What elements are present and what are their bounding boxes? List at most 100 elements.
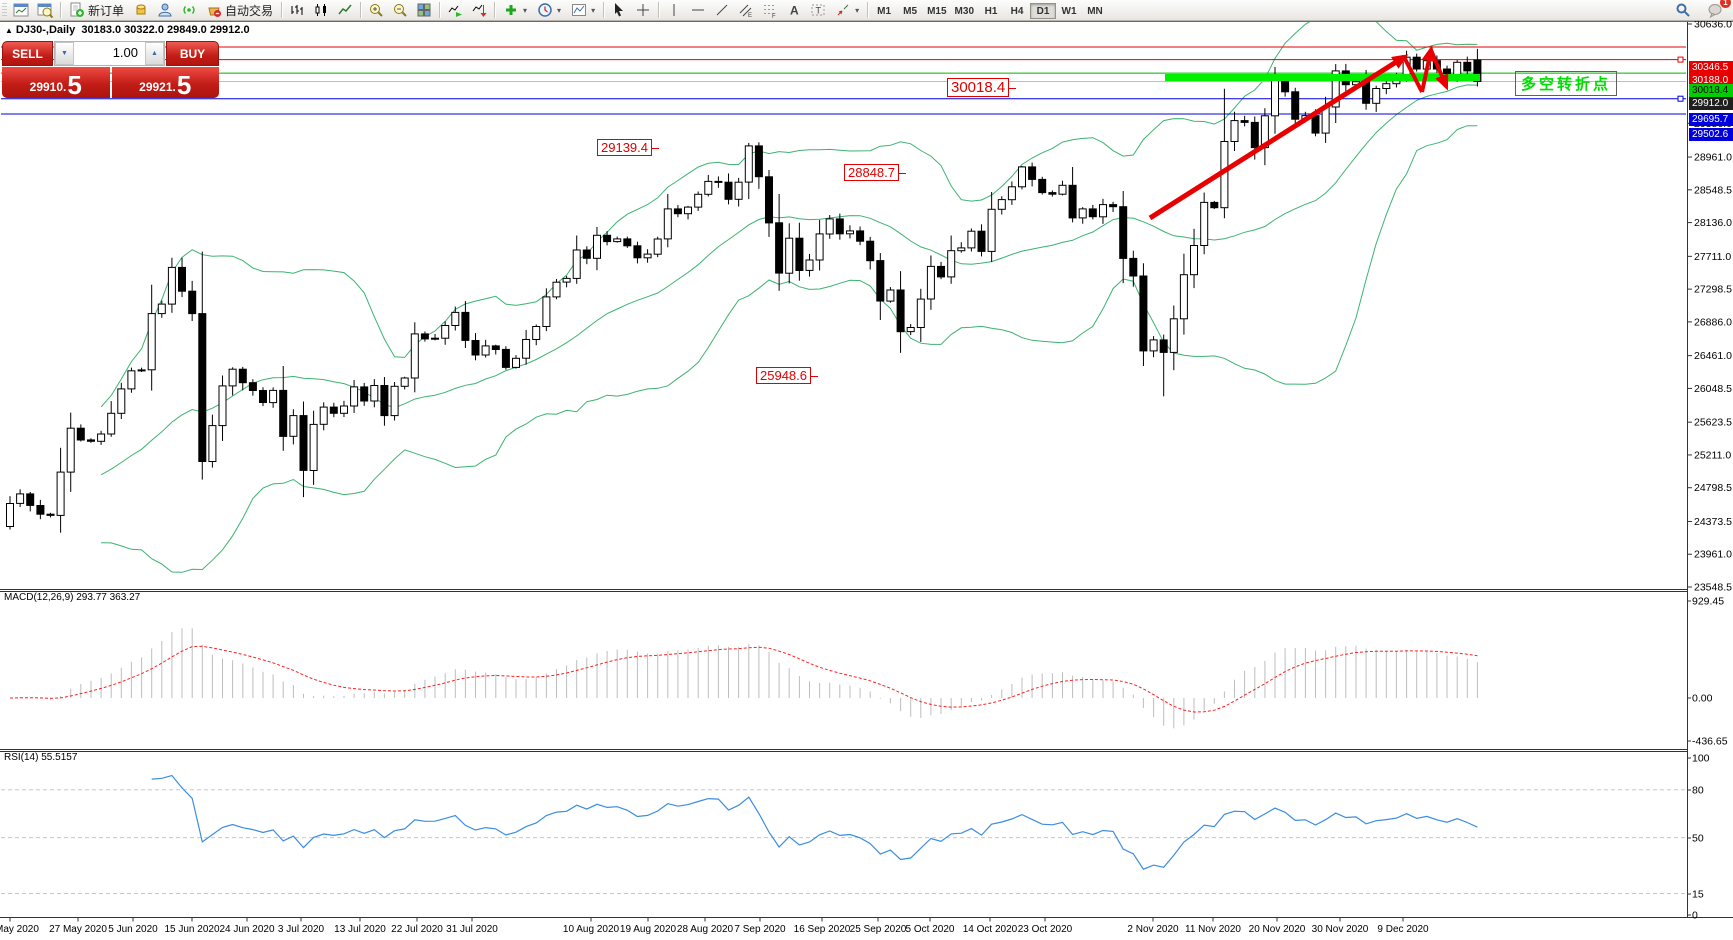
svg-text:10 Aug 2020: 10 Aug 2020: [563, 924, 620, 935]
volume-decrease-button[interactable]: ▼: [55, 42, 74, 65]
svg-text:11 Nov 2020: 11 Nov 2020: [1185, 924, 1241, 935]
arrows-tool[interactable]: ▾: [831, 1, 863, 19]
svg-text:30636.0: 30636.0: [1694, 20, 1732, 31]
price-level-badge: 29502.6: [1689, 127, 1733, 141]
timeframe-m15[interactable]: M15: [923, 3, 950, 19]
toolbar-separator: [60, 2, 61, 18]
svg-text:19 Aug 2020: 19 Aug 2020: [620, 924, 677, 935]
timeframe-d1[interactable]: D1: [1030, 3, 1056, 20]
bar-chart-mode-button[interactable]: [286, 1, 308, 19]
line-chart-mode-button[interactable]: [334, 1, 356, 19]
new-chart-window-button[interactable]: [10, 1, 32, 19]
chart-profile-button[interactable]: [34, 1, 56, 19]
price-annotation[interactable]: 29139.4: [597, 139, 659, 156]
trendline-tool[interactable]: [711, 1, 733, 19]
rsi-line: [151, 774, 1478, 870]
svg-text:26048.5: 26048.5: [1694, 383, 1732, 395]
fibonacci-tool[interactable]: F: [759, 1, 781, 19]
channel-tool[interactable]: E: [735, 1, 757, 19]
svg-text:0: 0: [1692, 910, 1698, 922]
community-icon[interactable]: [154, 1, 176, 19]
toolbar-grip[interactable]: [2, 3, 7, 17]
timeframe-m30[interactable]: M30: [951, 3, 978, 19]
zoom-out-button[interactable]: [389, 1, 411, 19]
timeframe-m1[interactable]: M1: [871, 3, 897, 19]
chart-canvas[interactable]: 30636.029386.028961.028548.528136.027711…: [0, 20, 1733, 940]
svg-text:13 Jul 2020: 13 Jul 2020: [334, 924, 386, 935]
rsi-label: RSI(14) 55.5157: [4, 752, 78, 763]
collapse-triangle-icon[interactable]: ▲: [5, 26, 13, 35]
svg-text:15 Jun 2020: 15 Jun 2020: [164, 924, 219, 935]
search-icon[interactable]: [1672, 1, 1694, 19]
svg-text:5 Jun 2020: 5 Jun 2020: [108, 924, 158, 935]
market-watch-icon[interactable]: [130, 1, 152, 19]
svg-text:18 May 2020: 18 May 2020: [0, 924, 39, 935]
price-annotation[interactable]: 30018.4: [947, 78, 1017, 97]
cursor-tool-button[interactable]: [608, 1, 630, 19]
turning-point-note[interactable]: 多空转折点: [1515, 71, 1618, 96]
trend-drawings[interactable]: [1148, 45, 1480, 221]
price-annotation[interactable]: 28848.7: [844, 164, 906, 181]
svg-text:24373.5: 24373.5: [1694, 516, 1732, 528]
candlestick-mode-button[interactable]: [310, 1, 332, 19]
svg-text:25 Sep 2020: 25 Sep 2020: [850, 924, 907, 935]
chevron-down-icon: ▾: [523, 5, 528, 15]
horizontal-lines[interactable]: [0, 46, 1687, 115]
auto-scroll-button[interactable]: [444, 1, 466, 19]
svg-text:T: T: [816, 6, 822, 16]
text-tool[interactable]: A: [783, 1, 805, 19]
crosshair-tool-button[interactable]: [632, 1, 654, 19]
timeframe-m5[interactable]: M5: [897, 3, 923, 19]
horizontal-line-tool[interactable]: [687, 1, 709, 19]
chart-window[interactable]: 30636.029386.028961.028548.528136.027711…: [0, 20, 1733, 940]
price-axis: 30636.029386.028961.028548.528136.027711…: [1687, 20, 1732, 922]
timeframe-h1[interactable]: H1: [978, 3, 1004, 19]
signals-icon[interactable]: [178, 1, 200, 19]
toolbar-separator: [360, 2, 362, 18]
svg-text:27298.5: 27298.5: [1694, 284, 1732, 296]
candlestick-series: [6, 48, 1482, 533]
svg-text:3 Jul 2020: 3 Jul 2020: [278, 924, 325, 935]
timeframe-h4[interactable]: H4: [1004, 3, 1030, 19]
svg-text:15: 15: [1692, 889, 1704, 901]
text-label-tool[interactable]: T: [807, 1, 829, 19]
timeframe-bar: M1 M5 M15 M30 H1 H4 D1 W1 MN: [871, 1, 1108, 20]
svg-text:0.00: 0.00: [1692, 693, 1713, 705]
svg-text:25623.5: 25623.5: [1694, 417, 1732, 429]
volume-increase-button[interactable]: ▲: [145, 42, 164, 65]
templates-button[interactable]: ▾: [567, 1, 599, 19]
tile-windows-button[interactable]: [413, 1, 435, 19]
periods-button[interactable]: ▾: [533, 1, 565, 19]
new-order-button[interactable]: 新订单: [65, 1, 128, 19]
timeframe-w1[interactable]: W1: [1056, 3, 1082, 19]
price-level-badge: 30188.0: [1689, 73, 1733, 87]
buy-price-big-digit: 5: [176, 70, 192, 100]
chart-shift-button[interactable]: [468, 1, 490, 19]
svg-text:50: 50: [1692, 833, 1704, 845]
buy-button[interactable]: BUY: [166, 41, 219, 66]
svg-text:23961.0: 23961.0: [1694, 549, 1732, 561]
buy-price[interactable]: 29921. 5: [111, 67, 219, 100]
toolbar-separator: [439, 2, 441, 18]
zoom-in-button[interactable]: [365, 1, 387, 19]
vertical-line-tool[interactable]: [663, 1, 685, 19]
price-level-badge: 29695.7: [1689, 112, 1733, 126]
notifications-icon[interactable]: 1: [1704, 0, 1731, 19]
svg-text:25211.0: 25211.0: [1694, 449, 1731, 461]
timeframe-mn[interactable]: MN: [1082, 3, 1108, 19]
price-level-badge: 30018.4: [1689, 83, 1733, 97]
sell-button[interactable]: SELL: [2, 41, 53, 66]
price-annotation[interactable]: 25948.6: [756, 367, 818, 384]
svg-text:24 Jun 2020: 24 Jun 2020: [219, 924, 274, 935]
autotrading-button[interactable]: 自动交易: [202, 1, 277, 19]
svg-text:28136.0: 28136.0: [1694, 217, 1732, 229]
svg-text:F: F: [772, 14, 776, 18]
svg-text:-436.65: -436.65: [1692, 736, 1728, 748]
svg-text:9 Dec 2020: 9 Dec 2020: [1377, 924, 1429, 935]
price-level-badge: 29912.0: [1689, 97, 1733, 110]
volume-input[interactable]: 1.00: [112, 45, 138, 60]
sell-price[interactable]: 29910. 5: [2, 67, 110, 98]
indicators-button[interactable]: ▾: [499, 1, 531, 19]
price-level-badge: 30346.5: [1689, 60, 1733, 74]
svg-text:28548.5: 28548.5: [1694, 184, 1732, 196]
